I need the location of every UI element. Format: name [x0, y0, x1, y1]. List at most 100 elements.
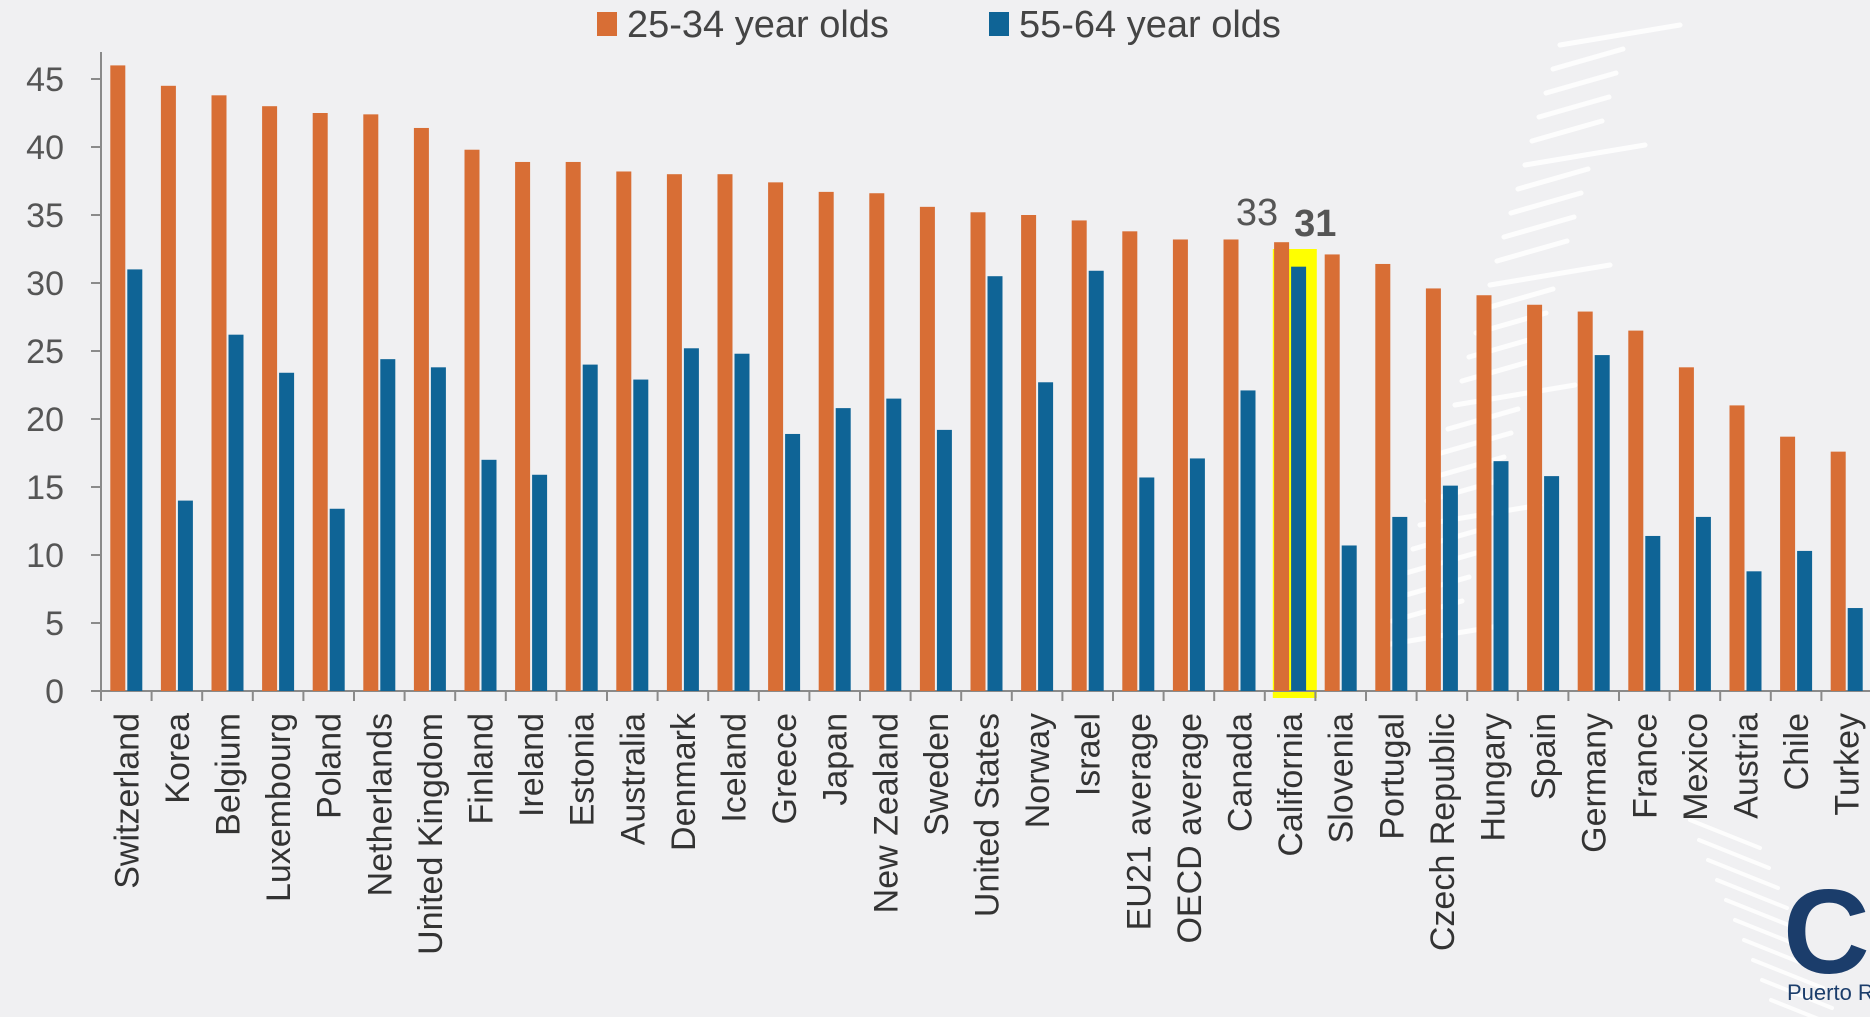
x-tick-label-japan: Japan	[817, 713, 855, 806]
bar-55-64-year-olds-greece	[785, 433, 801, 691]
bar-25-34-year-olds-portugal	[1375, 263, 1391, 691]
bar-25-34-year-olds-germany	[1577, 311, 1593, 691]
x-tick-label-israel: Israel	[1070, 713, 1108, 796]
bar-25-34-year-olds-czech-republic	[1425, 288, 1441, 691]
watermark-tick	[1733, 918, 1807, 950]
bar-25-34-year-olds-estonia	[565, 161, 581, 691]
bar-55-64-year-olds-japan	[835, 408, 851, 691]
bar-25-34-year-olds-belgium	[211, 95, 227, 691]
watermark-tick	[1724, 898, 1798, 930]
bar-55-64-year-olds-poland	[329, 508, 345, 691]
bar-55-64-year-olds-chile	[1797, 550, 1813, 691]
bar-25-34-year-olds-israel	[1071, 220, 1087, 691]
logo: CI Puerto R	[1783, 865, 1870, 1005]
watermark-tick	[1522, 142, 1648, 168]
watermark-tick	[1536, 94, 1612, 120]
x-tick-label-austria: Austria	[1728, 713, 1766, 819]
x-tick-label-belgium: Belgium	[210, 713, 248, 836]
bar-55-64-year-olds-turkey	[1847, 608, 1863, 691]
x-tick-label-slovenia: Slovenia	[1323, 713, 1361, 844]
bar-55-64-year-olds-portugal	[1392, 516, 1408, 691]
bar-55-64-year-olds-finland	[481, 459, 497, 691]
bar-25-34-year-olds-united-states	[970, 212, 986, 691]
bar-25-34-year-olds-chile	[1780, 436, 1796, 691]
x-tick-label-united-states: United States	[969, 713, 1007, 917]
x-tick-label-finland: Finland	[463, 713, 501, 825]
y-tick-label-40: 40	[26, 129, 64, 167]
logo-text: CI	[1783, 865, 1870, 999]
x-tick-label-chile: Chile	[1778, 713, 1816, 790]
bar-25-34-year-olds-california	[1274, 242, 1290, 691]
watermark-tick	[1715, 878, 1789, 910]
watermark-tick	[1529, 118, 1605, 144]
bar-25-34-year-olds-netherlands	[363, 114, 379, 692]
bar-55-64-year-olds-luxembourg	[279, 372, 295, 691]
x-tick-label-poland: Poland	[311, 713, 349, 819]
data-label-25-34-year-olds-california: 33	[1236, 192, 1278, 234]
bar-25-34-year-olds-hungary	[1476, 295, 1492, 691]
x-tick-label-hungary: Hungary	[1475, 713, 1513, 842]
x-tick-label-greece: Greece	[766, 713, 804, 825]
x-tick-label-luxembourg: Luxembourg	[260, 713, 298, 902]
bar-25-34-year-olds-iceland	[717, 174, 733, 691]
y-tick-label-10: 10	[26, 537, 64, 575]
watermark-tick	[1688, 818, 1762, 850]
bar-25-34-year-olds-korea	[160, 85, 176, 692]
bar-55-64-year-olds-france	[1645, 535, 1661, 691]
y-tick-label-0: 0	[45, 673, 64, 711]
legend-swatch-55-64	[989, 12, 1009, 36]
watermark-tick	[1494, 238, 1570, 264]
legend-label-25-34: 25-34 year olds	[627, 4, 889, 46]
y-tick-label-45: 45	[26, 61, 64, 99]
bar-25-34-year-olds-turkey	[1830, 451, 1846, 691]
x-tick-label-ireland: Ireland	[513, 713, 551, 817]
bar-55-64-year-olds-ireland	[532, 474, 548, 691]
watermark-tick	[1742, 938, 1816, 970]
watermark-tick	[1769, 998, 1819, 1017]
bar-25-34-year-olds-slovenia	[1324, 254, 1340, 691]
bar-55-64-year-olds-hungary	[1493, 461, 1509, 691]
watermark-tick	[1550, 46, 1626, 72]
watermark-tick	[1515, 166, 1591, 192]
watermark-tick	[1431, 454, 1507, 480]
bar-55-64-year-olds-israel	[1088, 270, 1104, 691]
bar-55-64-year-olds-austria	[1746, 571, 1762, 691]
bar-55-64-year-olds-sweden	[936, 429, 952, 691]
bar-55-64-year-olds-estonia	[582, 364, 598, 691]
y-tick-label-30: 30	[26, 265, 64, 303]
bar-55-64-year-olds-iceland	[734, 353, 750, 691]
watermark-tick	[1697, 838, 1771, 870]
bar-25-34-year-olds-switzerland	[110, 65, 126, 691]
watermark-tick	[1501, 214, 1577, 240]
bar-55-64-year-olds-denmark	[683, 348, 699, 691]
bar-25-34-year-olds-sweden	[919, 206, 935, 691]
bar-55-64-year-olds-mexico	[1695, 516, 1711, 691]
x-tick-label-eu21-average: EU21 average	[1120, 713, 1158, 930]
bar-55-64-year-olds-australia	[633, 379, 649, 691]
legend: 25-34 year olds 55-64 year olds	[597, 4, 1281, 46]
x-tick-label-france: France	[1626, 713, 1664, 819]
bar-25-34-year-olds-australia	[616, 171, 632, 692]
bar-25-34-year-olds-greece	[768, 182, 784, 692]
watermark-tick	[1760, 978, 1834, 1010]
watermark-tick	[1487, 262, 1613, 288]
bar-55-64-year-olds-united-states	[987, 276, 1003, 691]
watermark-tick	[1706, 858, 1780, 890]
bar-55-64-year-olds-united-kingdom	[430, 367, 446, 691]
watermark-tick	[1480, 286, 1556, 312]
bar-55-64-year-olds-switzerland	[127, 269, 143, 691]
bar-25-34-year-olds-finland	[464, 149, 480, 692]
bar-55-64-year-olds-germany	[1594, 355, 1610, 691]
x-tick-label-portugal: Portugal	[1373, 713, 1411, 840]
bar-25-34-year-olds-mexico	[1678, 367, 1694, 691]
bar-55-64-year-olds-oecd-average	[1189, 458, 1205, 691]
x-tick-label-spain: Spain	[1525, 713, 1563, 800]
bar-25-34-year-olds-canada	[1223, 239, 1239, 692]
x-tick-label-denmark: Denmark	[665, 712, 703, 851]
bar-55-64-year-olds-netherlands	[380, 359, 396, 691]
watermark-tick	[1403, 550, 1479, 576]
x-tick-label-canada: Canada	[1222, 713, 1260, 832]
y-tick-label-35: 35	[26, 197, 64, 235]
watermark-tick	[1751, 958, 1825, 990]
